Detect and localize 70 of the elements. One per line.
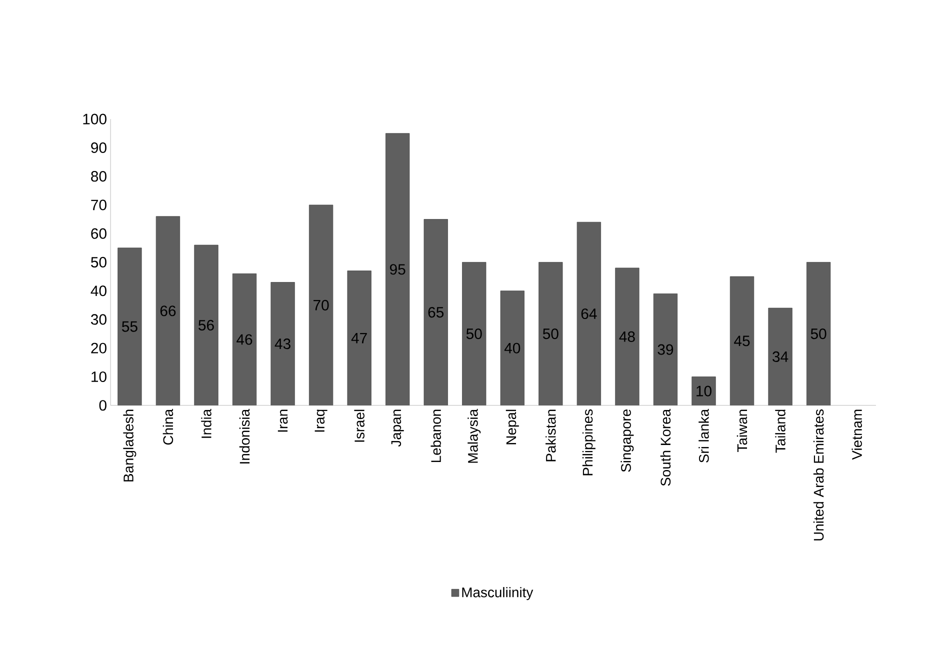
bar <box>118 248 142 406</box>
data-label: 43 <box>274 338 290 350</box>
x-tick-label: Iran <box>278 410 288 432</box>
y-tick-label: 30 <box>90 314 106 325</box>
y-tick-label: 60 <box>91 228 106 239</box>
y-tick-label: 40 <box>90 286 106 296</box>
y-tick-label: 70 <box>91 200 106 210</box>
bar <box>500 290 524 406</box>
bar <box>194 244 218 406</box>
x-tick-label: Tailand <box>775 410 786 453</box>
x-tick-label: Taiwan <box>736 410 748 452</box>
bar <box>386 133 410 406</box>
data-label: 39 <box>658 344 674 355</box>
data-label: 47 <box>351 332 367 344</box>
x-tick-label: Malaysia <box>468 408 481 463</box>
x-tick-label: Japan <box>391 410 404 447</box>
y-tick-label: 20 <box>91 342 106 354</box>
x-tick-label: Nepal <box>506 410 519 444</box>
bar <box>653 294 678 406</box>
bar <box>768 308 792 406</box>
data-label: 50 <box>466 328 482 340</box>
data-label: 55 <box>122 321 138 332</box>
data-label: 50 <box>810 328 826 340</box>
x-tick-label: Iraq <box>314 410 328 432</box>
bar <box>692 376 716 406</box>
data-label: 46 <box>236 334 252 345</box>
data-label: 65 <box>428 307 444 318</box>
data-label: 10 <box>696 386 712 396</box>
bar <box>347 270 372 406</box>
x-tick-label: South Korea <box>660 408 671 486</box>
x-tick-label: Bangladesh <box>123 410 136 482</box>
x-tick-label: Lebanon <box>430 410 441 462</box>
data-label: 40 <box>504 342 520 354</box>
bar <box>156 216 180 406</box>
x-tick-label: Sri lanka <box>698 408 709 463</box>
x-tick-label: Philippines <box>582 409 596 476</box>
y-tick-label: 50 <box>91 256 106 268</box>
bar <box>538 262 563 406</box>
x-tick-label: Indonisia <box>239 408 250 464</box>
bar <box>424 219 448 406</box>
y-tick-label: 100 <box>83 114 106 124</box>
data-label: 48 <box>619 331 635 342</box>
y-tick-label: 90 <box>91 142 106 154</box>
bar <box>806 262 831 406</box>
data-label: 50 <box>542 328 558 340</box>
data-label: 70 <box>314 300 329 310</box>
bar <box>308 204 334 406</box>
x-tick-label: United Arab Emirates <box>813 409 824 540</box>
data-label: 56 <box>198 320 214 331</box>
x-tick-label: India <box>201 408 212 438</box>
bar <box>270 282 295 406</box>
x-tick-label: Singapore <box>620 410 634 472</box>
bar <box>462 262 486 406</box>
x-tick-label: Vietnam <box>852 410 862 460</box>
y-tick-label: 10 <box>92 371 106 382</box>
data-label: 45 <box>734 336 750 346</box>
data-label: 34 <box>772 351 788 362</box>
data-label: 64 <box>581 308 597 320</box>
x-tick-label: Israel <box>354 410 364 442</box>
bar <box>232 274 257 406</box>
y-tick-label: 80 <box>91 171 106 182</box>
legend-label: Masculiinity <box>462 587 534 600</box>
x-tick-label: Pakistan <box>546 410 556 462</box>
bar <box>730 276 754 406</box>
bar <box>615 268 640 406</box>
bar <box>576 222 601 406</box>
x-tick-label: China <box>162 408 174 445</box>
y-tick-label: 0 <box>99 400 106 411</box>
data-label: 66 <box>160 306 176 316</box>
data-label: 95 <box>390 264 406 275</box>
